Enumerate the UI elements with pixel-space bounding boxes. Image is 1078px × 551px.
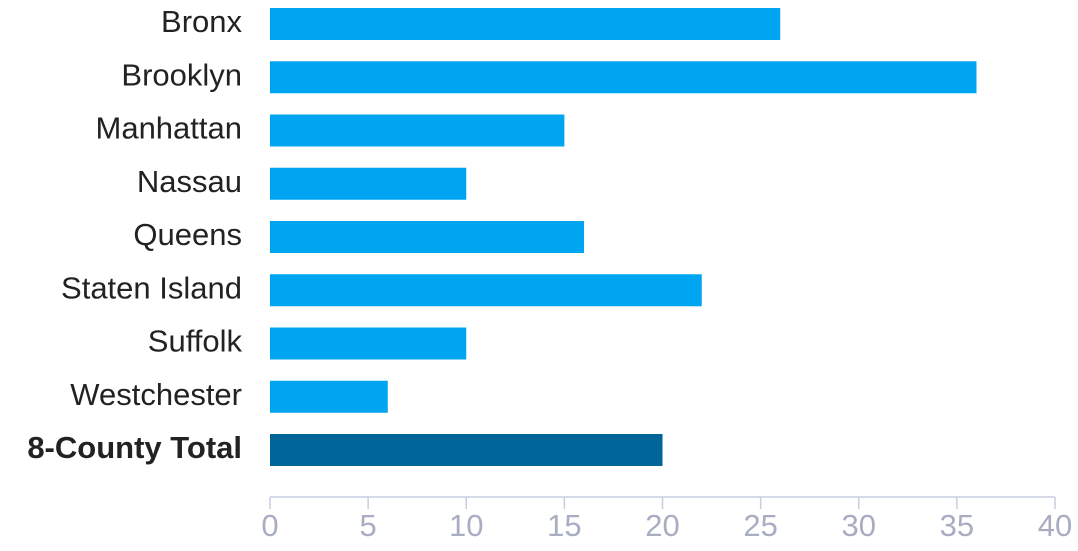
- x-tick-label: 40: [1038, 508, 1072, 543]
- y-tick-label: Bronx: [161, 4, 242, 39]
- x-tick-label: 0: [261, 508, 278, 543]
- x-tick-label: 25: [743, 508, 777, 543]
- x-tick-label: 5: [360, 508, 377, 543]
- x-tick-label: 30: [842, 508, 876, 543]
- x-tick-label: 35: [940, 508, 974, 543]
- bar: [270, 114, 565, 147]
- bar: [270, 61, 977, 94]
- x-tick-label: 15: [547, 508, 581, 543]
- x-tick-label: 20: [645, 508, 679, 543]
- bar: [270, 380, 388, 413]
- bar: [270, 8, 781, 40]
- y-tick-label: Queens: [133, 217, 242, 252]
- y-tick-label: Suffolk: [148, 324, 243, 359]
- x-tick-label: 10: [449, 508, 483, 543]
- y-tick-label: Staten Island: [61, 270, 242, 305]
- bar: [270, 221, 584, 253]
- y-tick-label: Westchester: [70, 377, 242, 412]
- y-tick-label: Brooklyn: [121, 57, 242, 92]
- bar: [270, 327, 467, 360]
- y-tick-label: 8-County Total: [27, 430, 242, 465]
- bar: [270, 167, 467, 200]
- y-tick-label: Nassau: [137, 164, 242, 199]
- bar: [270, 274, 702, 307]
- y-tick-label: Manhattan: [96, 111, 243, 146]
- bar: [270, 434, 663, 466]
